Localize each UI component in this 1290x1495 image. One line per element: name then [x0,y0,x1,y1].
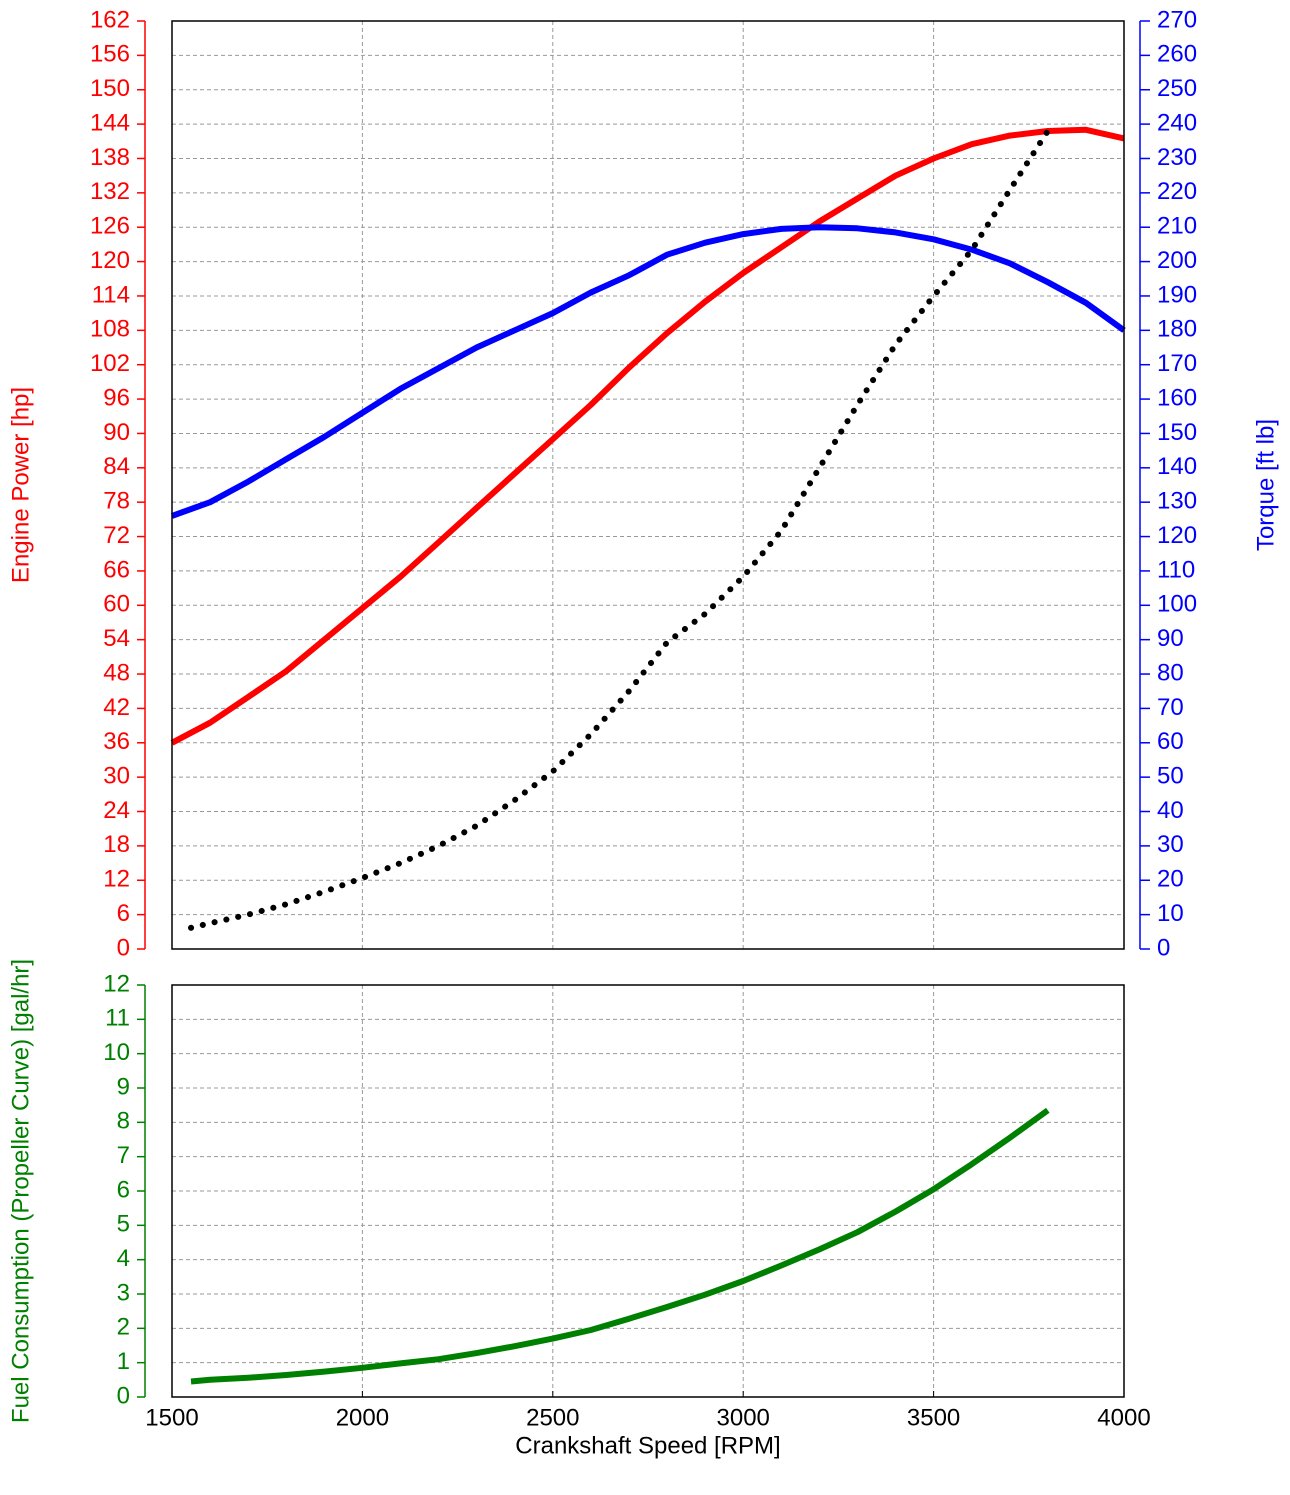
y2-tick-label: 230 [1157,144,1197,171]
plot-frame [171,20,1125,950]
y2-tick-label: 60 [1157,728,1184,755]
y-axis-label: Fuel Consumption (Propeller Curve) [gal/… [7,959,34,1423]
y2-tick-label: 90 [1157,625,1184,652]
y2-tick-label: 20 [1157,866,1184,893]
y-tick-label: 30 [103,762,130,789]
y-axis-label: Engine Power [hp] [7,387,34,583]
y2-tick-label: 0 [1157,934,1170,961]
y2-tick-label: 260 [1157,41,1197,68]
data-line [170,224,1126,519]
y-tick-label: 72 [103,522,130,549]
y-tick-label: 84 [103,453,130,480]
y2-tick-label: 250 [1157,75,1197,102]
y-tick-label: 66 [103,556,130,583]
x-tick-label: 2000 [336,1404,389,1431]
y-tick-label: 9 [117,1073,130,1100]
x-axis-label: Crankshaft Speed [RPM] [515,1432,780,1459]
y2-tick-label: 40 [1157,797,1184,824]
y-tick-label: 48 [103,659,130,686]
y2-tick-label: 170 [1157,350,1197,377]
y-tick-label: 144 [90,109,130,136]
y-tick-label: 36 [103,728,130,755]
data-line [188,128,1051,931]
y-tick-label: 0 [117,934,130,961]
y-tick-label: 150 [90,75,130,102]
y-tick-label: 4 [117,1245,130,1272]
y-tick-label: 108 [90,316,130,343]
y2-tick-label: 140 [1157,453,1197,480]
y2-tick-label: 80 [1157,659,1184,686]
y-tick-label: 18 [103,831,130,858]
y2-tick-label: 110 [1157,556,1195,583]
y2-axis-label: Torque [ft lb] [1252,419,1279,551]
y2-tick-label: 70 [1157,694,1184,721]
y2-tick-label: 130 [1157,488,1197,515]
x-tick-label: 1500 [145,1404,198,1431]
y-tick-label: 6 [117,1176,130,1203]
y-tick-label: 8 [117,1108,130,1135]
y-tick-label: 96 [103,384,130,411]
y-tick-label: 12 [103,866,130,893]
y-tick-label: 126 [90,213,130,240]
y-tick-label: 60 [103,591,130,618]
y-tick-label: 1 [117,1348,130,1375]
y-tick-label: 90 [103,419,130,446]
y2-tick-label: 240 [1157,109,1197,136]
y-tick-label: 10 [103,1039,130,1066]
y2-tick-label: 220 [1157,178,1197,205]
data-line [190,1107,1050,1385]
y2-tick-label: 30 [1157,831,1184,858]
y-tick-label: 162 [90,6,130,33]
y2-tick-label: 210 [1157,213,1197,240]
x-tick-label: 3000 [717,1404,770,1431]
y-tick-label: 6 [117,900,130,927]
y-tick-label: 156 [90,41,130,68]
x-tick-label: 4000 [1097,1404,1150,1431]
y-tick-label: 132 [90,178,130,205]
y-tick-label: 0 [117,1382,130,1409]
y2-tick-label: 270 [1157,6,1197,33]
y-tick-label: 138 [90,144,130,171]
y2-tick-label: 150 [1157,419,1197,446]
y2-tick-label: 10 [1157,900,1184,927]
y-tick-label: 42 [103,694,130,721]
data-line [170,126,1125,746]
y-tick-label: 11 [105,1005,130,1032]
plot-area [172,21,1124,949]
y-tick-label: 114 [92,281,130,308]
y2-tick-label: 50 [1157,762,1184,789]
x-tick-label: 3500 [907,1404,960,1431]
y-tick-label: 5 [117,1211,130,1238]
y-tick-label: 12 [103,970,130,997]
x-tick-label: 2500 [526,1404,579,1431]
y-tick-label: 2 [117,1314,130,1341]
y-tick-label: 120 [90,247,130,274]
y2-tick-label: 190 [1157,281,1197,308]
plot-frame [171,984,1125,1398]
y2-tick-label: 200 [1157,247,1197,274]
y2-tick-label: 180 [1157,316,1197,343]
y2-tick-label: 160 [1157,384,1197,411]
y2-tick-label: 100 [1157,591,1197,618]
y2-tick-label: 120 [1157,522,1197,549]
y-tick-label: 24 [103,797,130,824]
y-tick-label: 102 [90,350,130,377]
y-tick-label: 54 [103,625,130,652]
y-tick-label: 78 [103,488,130,515]
y-tick-label: 3 [117,1279,130,1306]
y-tick-label: 7 [117,1142,130,1169]
